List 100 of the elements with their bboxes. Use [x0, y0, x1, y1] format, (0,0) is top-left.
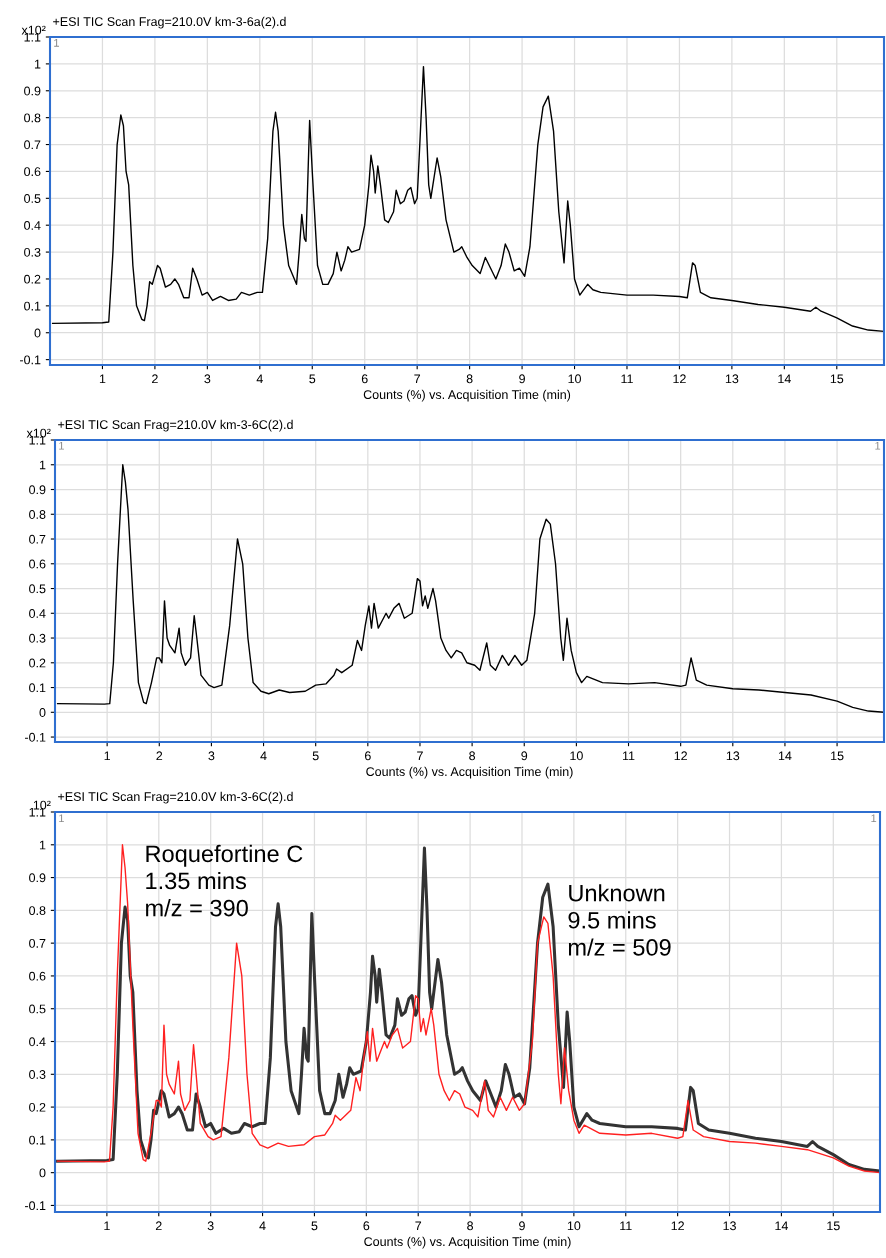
x-tick-label: 9: [521, 751, 528, 761]
x-tick-label: 8: [467, 1221, 474, 1231]
x-tick-label: 10: [570, 751, 583, 761]
x-tick-label: 8: [466, 374, 473, 384]
y-tick-label: 1.1: [24, 32, 41, 42]
x-tick-label: 9: [519, 1221, 525, 1231]
x-tick-label: 3: [207, 1221, 214, 1231]
x-tick-label: 1: [99, 374, 106, 384]
x-tick-label: 15: [830, 374, 844, 384]
y-tick-label: 0.9: [29, 485, 46, 495]
chart-title: +ESI TIC Scan Frag=210.0V km-3-6C(2).d: [58, 419, 293, 432]
x-tick-label: 7: [415, 1221, 422, 1231]
annotation: 1: [59, 814, 64, 823]
y-tick-label: 0.8: [29, 906, 46, 916]
y-tick-label: 0.6: [29, 559, 46, 569]
y-tick-label: 0.4: [29, 609, 46, 618]
x-tick-label: 13: [725, 374, 739, 384]
y-tick-label: 0: [39, 1168, 46, 1178]
annotation: 1: [59, 441, 64, 450]
x-tick-label: 6: [361, 374, 368, 384]
y-tick-label: -0.1: [24, 1201, 46, 1211]
x-tick-label: 14: [778, 751, 792, 761]
y-tick-label: 0.9: [24, 86, 41, 96]
y-tick-label: 0.7: [24, 140, 41, 150]
x-tick-label: 7: [414, 374, 421, 384]
x-tick-label: 11: [621, 374, 633, 384]
y-tick-label: 0.8: [24, 113, 41, 123]
y-tick-label: 0.3: [24, 247, 41, 257]
x-tick-label: 2: [152, 374, 158, 384]
y-tick-label: 0.5: [29, 1004, 46, 1014]
annotation: Roquefortine C 1.35 mins m/z = 390: [146, 844, 303, 917]
y-tick-label: 0.5: [24, 194, 41, 203]
x-tick-label: 13: [723, 1221, 736, 1231]
y-tick-label: 0.2: [24, 274, 41, 284]
y-tick-label: 1.1: [29, 435, 46, 445]
y-tick-label: -0.1: [24, 732, 46, 742]
x-tick-label: 4: [256, 374, 263, 384]
y-axis-title: x10²: [26, 428, 51, 438]
chart-title: +ESI TIC Scan Frag=210.0V km-3-6a(2).d: [53, 16, 286, 29]
x-tick-label: 12: [674, 751, 687, 761]
x-tick-label: 3: [208, 751, 215, 761]
x-tick-label: 2: [155, 1221, 162, 1231]
x-tick-label: 14: [775, 1221, 788, 1231]
x-tick-label: 4: [259, 1221, 266, 1231]
x-tick-label: 6: [364, 751, 371, 761]
annotation: Unknown 9.5 mins m/z = 509: [568, 884, 671, 956]
x-tick-label: 12: [673, 374, 686, 384]
y-tick-label: 0.3: [29, 1070, 46, 1079]
x-tick-label: 10: [568, 374, 581, 384]
y-tick-label: 0: [34, 328, 41, 338]
annotation: 1: [54, 39, 59, 47]
y-tick-label: 0.1: [29, 1135, 46, 1145]
y-tick-label: 0.7: [29, 534, 46, 544]
y-tick-label: 0.8: [29, 510, 46, 519]
y-tick-label: 0.6: [29, 971, 46, 981]
x-tick-label: 5: [312, 751, 319, 761]
y-tick-label: 1: [39, 840, 46, 850]
y-tick-label: -0.1: [19, 355, 41, 365]
x-axis-title: Counts (%) vs. Acquisition Time (min): [366, 766, 573, 779]
x-tick-label: 3: [204, 374, 211, 384]
y-tick-label: 0.2: [29, 658, 46, 668]
x-tick-label: 14: [778, 374, 791, 384]
x-tick-label: 6: [363, 1221, 370, 1231]
x-tick-label: 11: [622, 751, 635, 761]
x-tick-label: 15: [827, 1221, 840, 1231]
y-tick-label: 1.1: [29, 807, 46, 817]
x-tick-label: 8: [469, 751, 476, 761]
y-axis-title: 10²: [33, 800, 51, 810]
x-tick-label: 10: [567, 1221, 581, 1231]
x-tick-label: 15: [831, 751, 844, 761]
x-axis-title: Counts (%) vs. Acquisition Time (min): [363, 389, 571, 402]
y-tick-label: 0.4: [29, 1037, 46, 1047]
x-tick-label: 1: [104, 751, 110, 761]
annotation: 1: [875, 441, 881, 450]
x-tick-label: 5: [311, 1221, 318, 1231]
y-axis-title: x10²: [21, 25, 46, 35]
x-tick-label: 11: [620, 1221, 632, 1231]
chart-title: +ESI TIC Scan Frag=210.0V km-3-6C(2).d: [58, 791, 293, 804]
x-tick-label: 2: [156, 751, 163, 761]
y-tick-label: 0.5: [29, 584, 46, 594]
x-tick-label: 7: [417, 751, 423, 761]
x-tick-label: 12: [671, 1221, 684, 1231]
x-axis-title: Counts (%) vs. Acquisition Time (min): [364, 1236, 571, 1249]
y-tick-label: 1: [34, 59, 41, 69]
x-tick-label: 1: [104, 1221, 110, 1231]
y-tick-label: 0.7: [29, 938, 46, 948]
y-tick-label: 0.1: [24, 301, 41, 311]
y-tick-label: 0.6: [24, 167, 41, 177]
x-tick-label: 13: [726, 751, 740, 761]
y-tick-label: 0.3: [29, 633, 46, 643]
y-tick-label: 1: [39, 460, 46, 470]
y-tick-label: 0.2: [29, 1102, 46, 1112]
y-tick-label: 0: [39, 708, 46, 717]
x-tick-label: 5: [309, 374, 316, 384]
line-series: [51, 65, 884, 333]
y-tick-label: 0.9: [29, 873, 46, 883]
x-tick-label: 4: [260, 751, 267, 761]
y-tick-label: 0.4: [24, 221, 41, 230]
annotation: 1: [871, 814, 877, 823]
line-series: [56, 464, 884, 713]
